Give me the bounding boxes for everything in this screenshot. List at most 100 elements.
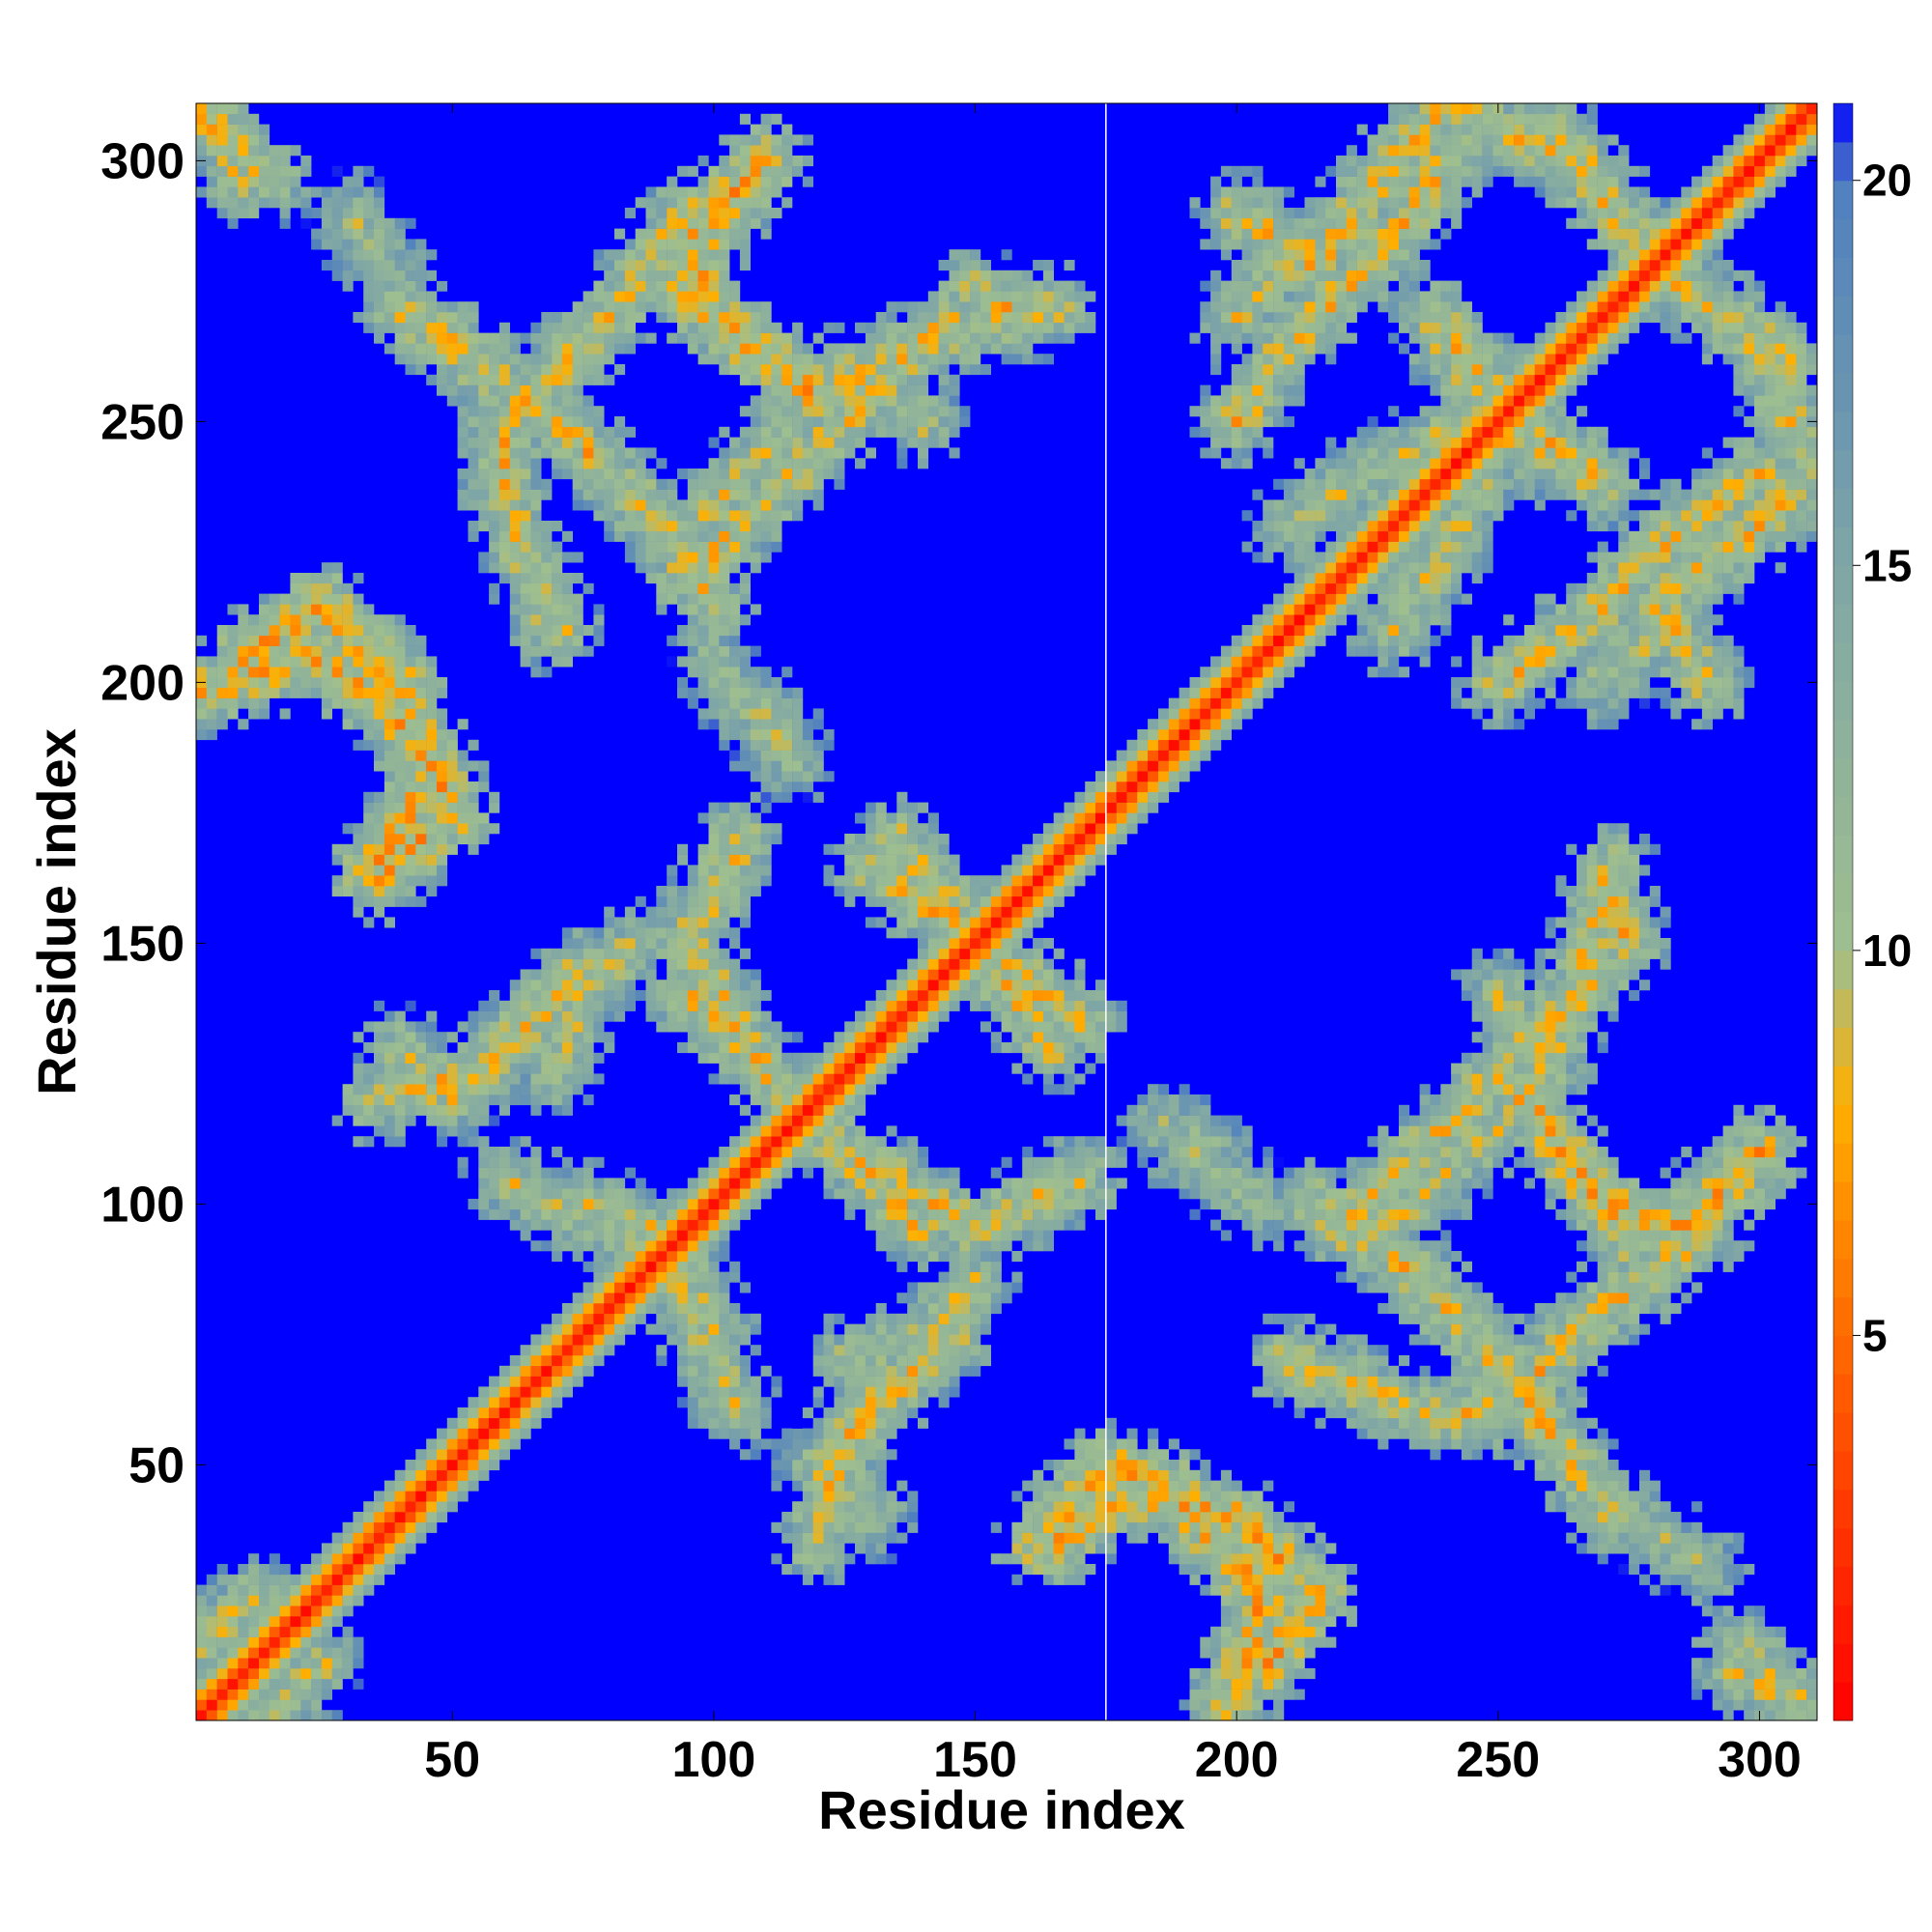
heatmap-cell (1053, 1553, 1065, 1565)
heatmap-cell (812, 1532, 824, 1544)
heatmap-cell (750, 1199, 761, 1210)
heatmap-cell (667, 917, 678, 928)
heatmap-cell (855, 1460, 867, 1471)
heatmap-cell (687, 969, 698, 980)
heatmap-cell (1022, 1073, 1034, 1085)
heatmap-cell (290, 687, 301, 698)
heatmap-cell (970, 948, 981, 959)
heatmap-cell (697, 197, 709, 209)
heatmap-cell (498, 1407, 510, 1419)
heatmap-cell (498, 1365, 510, 1377)
heatmap-cell (1064, 1501, 1075, 1513)
heatmap-cell (1105, 1021, 1117, 1033)
heatmap-cell (509, 469, 521, 480)
heatmap-cell (687, 625, 698, 637)
heatmap-cell (321, 1543, 332, 1554)
heatmap-cell (624, 239, 636, 250)
heatmap-cell (582, 469, 594, 480)
heatmap-cell (959, 301, 971, 313)
heatmap-cell (1074, 812, 1086, 824)
heatmap-cell (959, 343, 971, 355)
heatmap-cell (687, 1365, 698, 1377)
heatmap-cell (457, 374, 469, 385)
heatmap-cell (834, 1397, 845, 1408)
heatmap-cell (719, 1199, 730, 1210)
heatmap-cell (238, 697, 249, 709)
heatmap-cell (781, 1449, 793, 1461)
heatmap-cell (1033, 854, 1044, 866)
heatmap-cell (572, 1376, 583, 1387)
heatmap-cell (446, 760, 458, 772)
heatmap-cell (970, 1334, 981, 1346)
heatmap-cell (1137, 1147, 1149, 1158)
heatmap-cell (394, 812, 406, 824)
heatmap-cell (834, 1345, 845, 1356)
heatmap-cell (667, 1303, 678, 1315)
heatmap-cell (1033, 834, 1044, 845)
heatmap-cell (697, 176, 709, 187)
heatmap-cell (687, 865, 698, 876)
heatmap-cell (687, 197, 698, 209)
heatmap-cell (729, 1199, 741, 1210)
heatmap-cell (415, 364, 427, 376)
heatmap-cell (561, 1355, 573, 1367)
heatmap-cell (509, 1178, 521, 1189)
heatmap-cell (719, 1407, 730, 1419)
heatmap-cell (279, 1584, 291, 1596)
heatmap-cell (248, 1595, 260, 1606)
heatmap-cell (635, 312, 646, 324)
heatmap-cell (697, 1303, 709, 1315)
heatmap-cell (959, 969, 971, 980)
heatmap-cell (498, 1104, 510, 1116)
heatmap-cell (269, 656, 280, 668)
heatmap-cell (363, 697, 375, 709)
heatmap-cell (739, 1125, 751, 1137)
heatmap-cell (834, 1386, 845, 1398)
heatmap-cell (865, 447, 876, 459)
heatmap-cell (750, 1386, 761, 1398)
heatmap-cell (970, 1323, 981, 1335)
heatmap-cell (1085, 1438, 1096, 1450)
heatmap-cell (363, 1115, 375, 1126)
heatmap-cell (468, 1480, 479, 1492)
heatmap-cell (561, 969, 573, 980)
heatmap-cell (970, 291, 981, 302)
heatmap-cell (697, 530, 709, 542)
heatmap-cell (886, 854, 897, 866)
heatmap-cell (1042, 1230, 1054, 1241)
heatmap-cell (1158, 1178, 1170, 1189)
heatmap-cell (363, 645, 375, 657)
heatmap-cell (259, 635, 270, 646)
heatmap-cell (446, 1063, 458, 1074)
heatmap-cell (259, 1710, 270, 1721)
heatmap-cell (865, 395, 876, 407)
heatmap-cell (394, 1543, 406, 1554)
heatmap-cell (604, 1000, 615, 1011)
heatmap-cell (342, 687, 354, 698)
heatmap-cell (498, 573, 510, 584)
heatmap-cell (1053, 1042, 1065, 1054)
heatmap-cell (384, 1094, 395, 1106)
heatmap-cell (227, 1689, 239, 1700)
heatmap-cell (384, 1532, 395, 1544)
heatmap-cell (394, 750, 406, 761)
heatmap-cell (635, 489, 646, 500)
heatmap-cell (259, 645, 270, 657)
heatmap-cell (384, 781, 395, 793)
heatmap-cell (739, 145, 751, 156)
heatmap-cell (896, 447, 908, 459)
heatmap-cell (729, 1219, 741, 1231)
heatmap-cell (875, 917, 887, 928)
heatmap-cell (938, 886, 950, 897)
heatmap-cell (311, 573, 323, 584)
heatmap-cell (1085, 1491, 1096, 1502)
heatmap-cell (269, 645, 280, 657)
heatmap-cell (719, 312, 730, 324)
heatmap-cell (792, 1115, 804, 1126)
heatmap-cell (384, 1512, 395, 1523)
heatmap-cell (342, 208, 354, 219)
heatmap-cell (437, 834, 448, 845)
heatmap-cell (708, 197, 720, 209)
heatmap-cell (771, 134, 782, 146)
heatmap-cell (446, 729, 458, 741)
